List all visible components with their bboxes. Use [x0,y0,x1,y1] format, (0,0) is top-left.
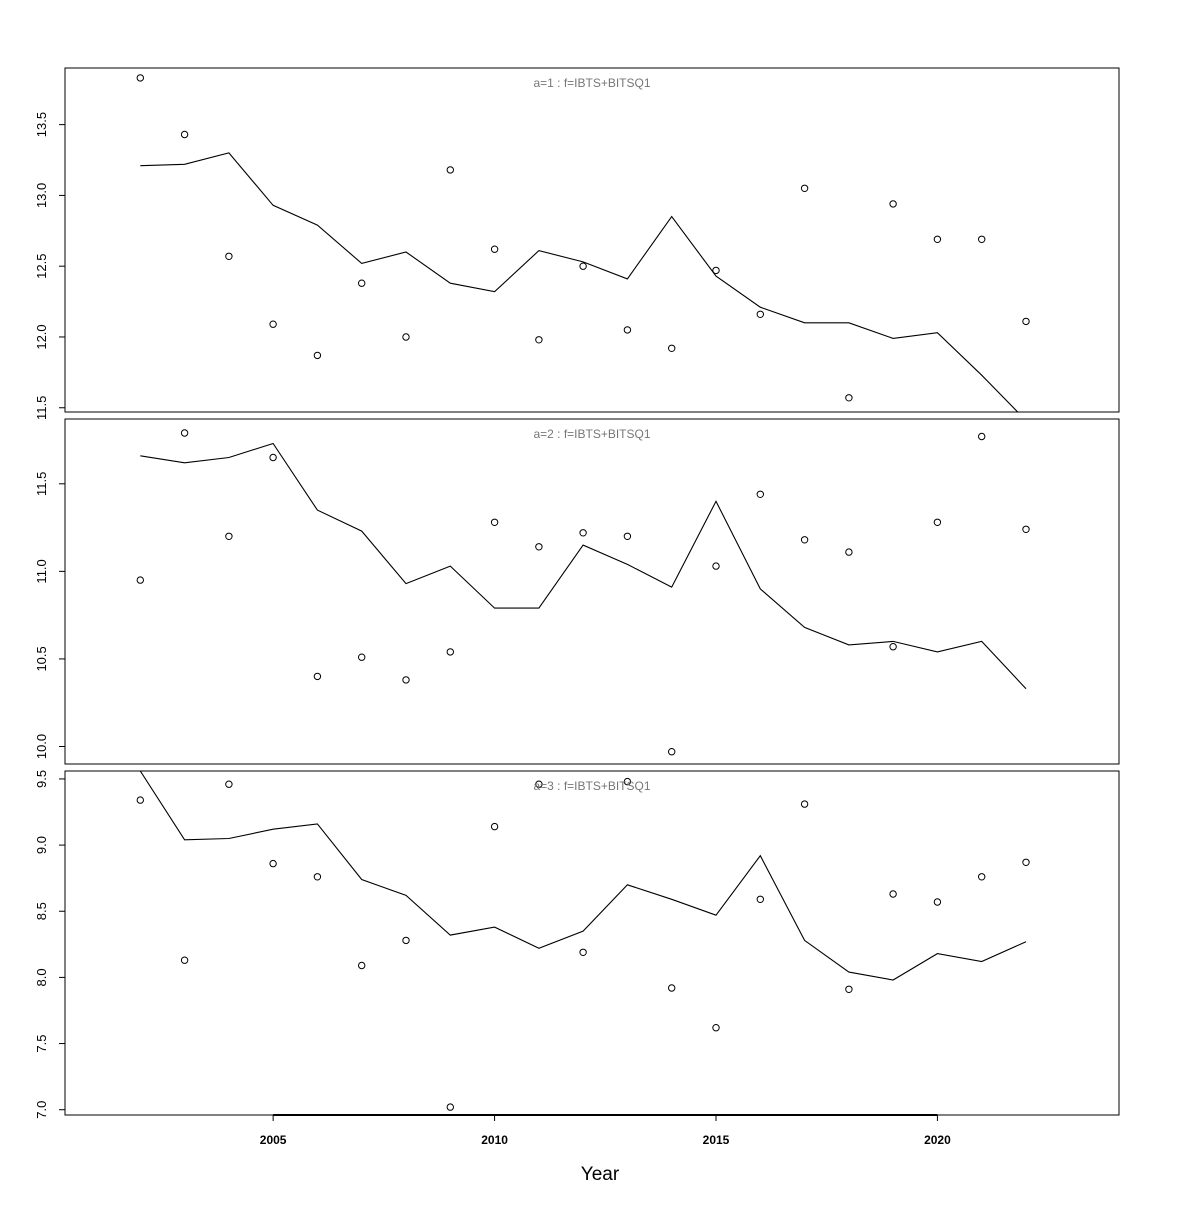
observed-point [668,344,676,352]
observed-point [446,648,454,656]
y-tick-label: 8.0 [34,968,49,986]
observed-point [712,562,720,570]
observed-point [446,166,454,174]
observed-point [800,536,809,544]
observed-point [136,576,145,584]
observed-point [845,548,853,556]
y-tick-label: 11.5 [34,396,49,420]
observed-point [889,200,897,208]
fitted-line [140,442,1027,690]
observed-point [225,780,233,788]
observed-point [1022,858,1030,866]
y-tick-label: 12.5 [34,254,49,279]
observed-point [933,898,942,906]
y-tick-label: 8.5 [34,902,49,920]
observed-point [712,266,720,275]
observed-point [712,1024,720,1032]
observed-point [269,453,277,462]
observed-point [845,985,853,993]
observed-point [623,326,632,334]
observed-point [756,895,764,903]
observed-point [535,543,543,551]
fitted-line [140,152,1019,412]
x-tick-label: 2020 [924,1133,951,1147]
observed-point [136,74,145,82]
observed-point [756,310,764,318]
observed-point [358,279,366,287]
panel-1: 11.5 12.0 12.5 13.0 13.5 a=1 : f=IBTS+BITSQ1 [34,67,1120,420]
panel-frame [64,67,1120,413]
observed-point [490,822,499,831]
observed-point [490,245,499,253]
x-tick-label: 2010 [481,1133,508,1147]
panel-frame [64,770,1120,1116]
observed-point [269,320,277,328]
observed-point [490,518,499,526]
observed-point [623,532,632,540]
observed-point [269,859,277,868]
y-tick-label: 11.5 [34,472,49,496]
observed-point [623,777,632,786]
observed-point [225,532,233,540]
observed-point [313,672,322,681]
observed-point [313,873,322,881]
observed-point [800,800,809,808]
observed-point [668,748,676,756]
observed-point [225,252,233,260]
observed-point [845,394,853,402]
y-tick-label: 7.5 [34,1035,49,1053]
x-axis-title: Year [581,1164,620,1185]
y-tick-label: 13.0 [34,183,49,208]
fitted-line [139,771,1027,981]
y-tick-label: 11.0 [34,559,49,583]
observed-point [180,956,189,964]
observed-point [889,890,897,898]
panel-title: a=1 : f=IBTS+BITSQ1 [533,76,650,90]
observed-point [535,780,543,788]
observed-point [535,336,543,344]
observed-point [978,873,986,881]
x-tick-label: 2005 [260,1133,287,1147]
observed-point [579,262,587,270]
observed-point [402,333,410,341]
observed-point [889,643,897,651]
observed-point [446,1103,454,1111]
y-tick-label: 9.5 [34,770,49,788]
panel-title: a=2 : f=IBTS+BITSQ1 [533,427,650,441]
observed-point [180,429,189,437]
observed-point [933,235,942,244]
observed-point [313,351,322,360]
y-tick-label: 7.0 [34,1101,49,1119]
panel-frame [64,418,1120,765]
observed-point [579,529,587,537]
observed-point [978,432,986,441]
y-tick-label: 13.5 [34,112,49,137]
observed-point [358,961,366,970]
y-tick-label: 12.0 [34,324,49,349]
y-tick-label: 9.0 [34,836,49,854]
panel-2: 10.0 10.5 11.0 11.5 a=2 : f=IBTS+BITSQ1 [34,418,1120,765]
panel-3: 7.0 7.5 8.0 8.5 9.0 9.5 a=3 : f=IBTS+BITSQ1 [34,770,1120,1119]
observed-point [933,518,942,526]
observed-point [756,490,764,498]
x-tick-label: 2015 [703,1133,730,1147]
panel-title: a=3 : f=IBTS+BITSQ1 [533,779,650,793]
observed-point [1022,525,1030,533]
observed-point [136,796,145,804]
observed-point [358,653,366,661]
observed-point [402,936,410,945]
observed-point [402,676,410,684]
observed-point [1022,317,1030,326]
observed-point [579,948,587,956]
y-tick-label: 10.5 [34,646,49,671]
observed-point [668,984,676,992]
observed-point [800,184,809,193]
observed-point [978,235,986,244]
y-tick-label: 10.0 [34,734,49,759]
observed-point [180,130,189,139]
